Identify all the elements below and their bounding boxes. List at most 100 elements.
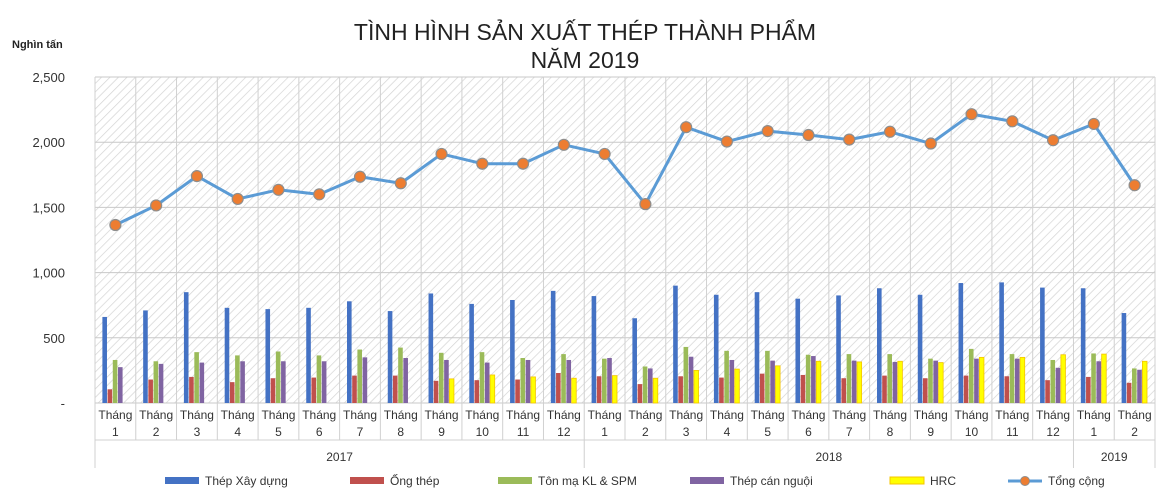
year-label: 2018 — [815, 450, 842, 464]
y-tick-label: 2,500 — [32, 70, 65, 85]
total-point — [516, 157, 530, 170]
bar-hrc — [1060, 354, 1066, 404]
bar-thep-xay-dung — [1121, 313, 1127, 403]
legend-item: Tổng cộng — [1008, 474, 1105, 488]
bar-thep-can-nguoi — [117, 367, 123, 403]
bar-thep-xay-dung — [387, 311, 393, 403]
x-tick-label: 7 — [357, 425, 364, 439]
bar-ton-ma-kl-spm — [275, 351, 281, 403]
x-tick-label: Tháng — [669, 408, 703, 422]
bar-thep-can-nguoi — [403, 358, 408, 403]
x-tick-label: Tháng — [873, 408, 907, 422]
total-point — [394, 177, 407, 190]
total-point — [353, 170, 367, 183]
bar-ton-ma-kl-spm — [683, 346, 689, 403]
x-tick-label: 10 — [965, 425, 979, 439]
legend-swatch — [498, 477, 532, 484]
bar-ong-thep — [148, 379, 153, 403]
bar-ong-thep — [882, 375, 887, 403]
bar-thep-can-nguoi — [851, 360, 857, 403]
bar-ton-ma-kl-spm — [112, 359, 118, 403]
x-tick-label: Tháng — [710, 408, 744, 422]
x-tick-label: Tháng — [384, 408, 418, 422]
y-axis-ticks: - 500 1,000 1,500 2,000 2,500 — [32, 70, 65, 411]
x-tick-label: 6 — [316, 425, 323, 439]
x-tick-label: 4 — [724, 425, 731, 439]
total-point — [313, 188, 326, 201]
bar-hrc — [897, 360, 903, 404]
x-tick-label: 2 — [642, 425, 649, 439]
bar-thep-xay-dung — [1040, 287, 1045, 403]
legend-item: HRC — [889, 474, 956, 488]
bar-ton-ma-kl-spm — [520, 358, 526, 403]
total-point — [1046, 134, 1060, 147]
bar-thep-can-nguoi — [158, 363, 164, 403]
bar-ong-thep — [352, 375, 357, 403]
bar-thep-can-nguoi — [281, 361, 286, 403]
bar-thep-can-nguoi — [362, 357, 368, 403]
bar-thep-xay-dung — [836, 295, 841, 403]
bar-ton-ma-kl-spm — [1050, 359, 1056, 403]
legend-swatch — [690, 477, 724, 484]
total-point — [639, 198, 652, 211]
legend: Thép Xây dựng Ống thép Tôn mạ KL & SPM Thép… — [165, 473, 1105, 488]
x-tick-label: 4 — [234, 425, 241, 439]
total-point — [150, 199, 163, 212]
bar-hrc — [693, 369, 699, 404]
bar-thep-xay-dung — [754, 292, 760, 403]
year-label: 2017 — [326, 450, 353, 464]
total-line — [109, 108, 1141, 232]
bar-thep-xay-dung — [183, 292, 189, 403]
bar-ton-ma-kl-spm — [724, 350, 729, 403]
x-tick-label: Tháng — [425, 408, 459, 422]
bar-thep-xay-dung — [224, 307, 230, 403]
bar-ton-ma-kl-spm — [846, 354, 852, 403]
x-tick-label: 7 — [846, 425, 853, 439]
bar-ton-ma-kl-spm — [765, 350, 770, 403]
total-point — [109, 218, 122, 232]
bar-thep-xay-dung — [102, 316, 107, 403]
bar-ton-ma-kl-spm — [968, 348, 974, 403]
bar-thep-xay-dung — [591, 296, 597, 403]
x-tick-label: Tháng — [139, 408, 173, 422]
legend-swatch — [889, 476, 925, 485]
x-tick-label: Tháng — [1118, 408, 1152, 422]
bar-ton-ma-kl-spm — [1091, 353, 1096, 403]
chart-title-line-1: TÌNH HÌNH SẢN XUẤT THÉP THÀNH PHẨM — [354, 17, 816, 45]
x-axis-labels: Tháng 1 Tháng 2 Tháng 3 Tháng 4 Tháng 5 Tháng 6 Thán… — [98, 408, 1151, 439]
total-point — [272, 183, 285, 196]
year-group-labels: 2017 2018 2019 — [326, 450, 1128, 464]
total-point — [598, 147, 611, 161]
bar-ong-thep — [1086, 376, 1091, 403]
bar-thep-can-nguoi — [321, 361, 327, 403]
bar-ton-ma-kl-spm — [357, 349, 362, 403]
x-tick-label: Tháng — [506, 408, 540, 422]
bar-ton-ma-kl-spm — [602, 358, 607, 403]
x-tick-label: Tháng — [751, 408, 785, 422]
x-tick-label: 1 — [112, 425, 119, 439]
total-point — [1128, 179, 1141, 192]
bar-thep-can-nguoi — [607, 358, 612, 403]
bar-thep-xay-dung — [347, 301, 352, 403]
x-tick-label: Tháng — [343, 408, 377, 422]
bar-thep-can-nguoi — [1014, 358, 1020, 403]
bar-ton-ma-kl-spm — [194, 352, 199, 403]
total-point — [435, 147, 448, 161]
x-tick-label: Tháng — [180, 408, 214, 422]
bar-thep-xay-dung — [999, 282, 1004, 403]
x-tick-label: 5 — [275, 425, 282, 439]
bar-ton-ma-kl-spm — [928, 358, 933, 403]
bar-thep-can-nguoi — [525, 359, 531, 403]
total-point — [1006, 115, 1019, 128]
bar-ong-thep — [1045, 380, 1050, 403]
bar-ton-ma-kl-spm — [642, 366, 648, 403]
bar-thep-xay-dung — [1080, 288, 1086, 403]
bar-thep-can-nguoi — [1096, 361, 1102, 403]
x-tick-label: 1 — [1091, 425, 1098, 439]
bar-thep-can-nguoi — [933, 360, 938, 403]
bar-hrc — [978, 356, 985, 404]
bar-ong-thep — [1004, 376, 1010, 403]
bar-thep-xay-dung — [143, 310, 148, 403]
bar-thep-xay-dung — [877, 288, 882, 403]
